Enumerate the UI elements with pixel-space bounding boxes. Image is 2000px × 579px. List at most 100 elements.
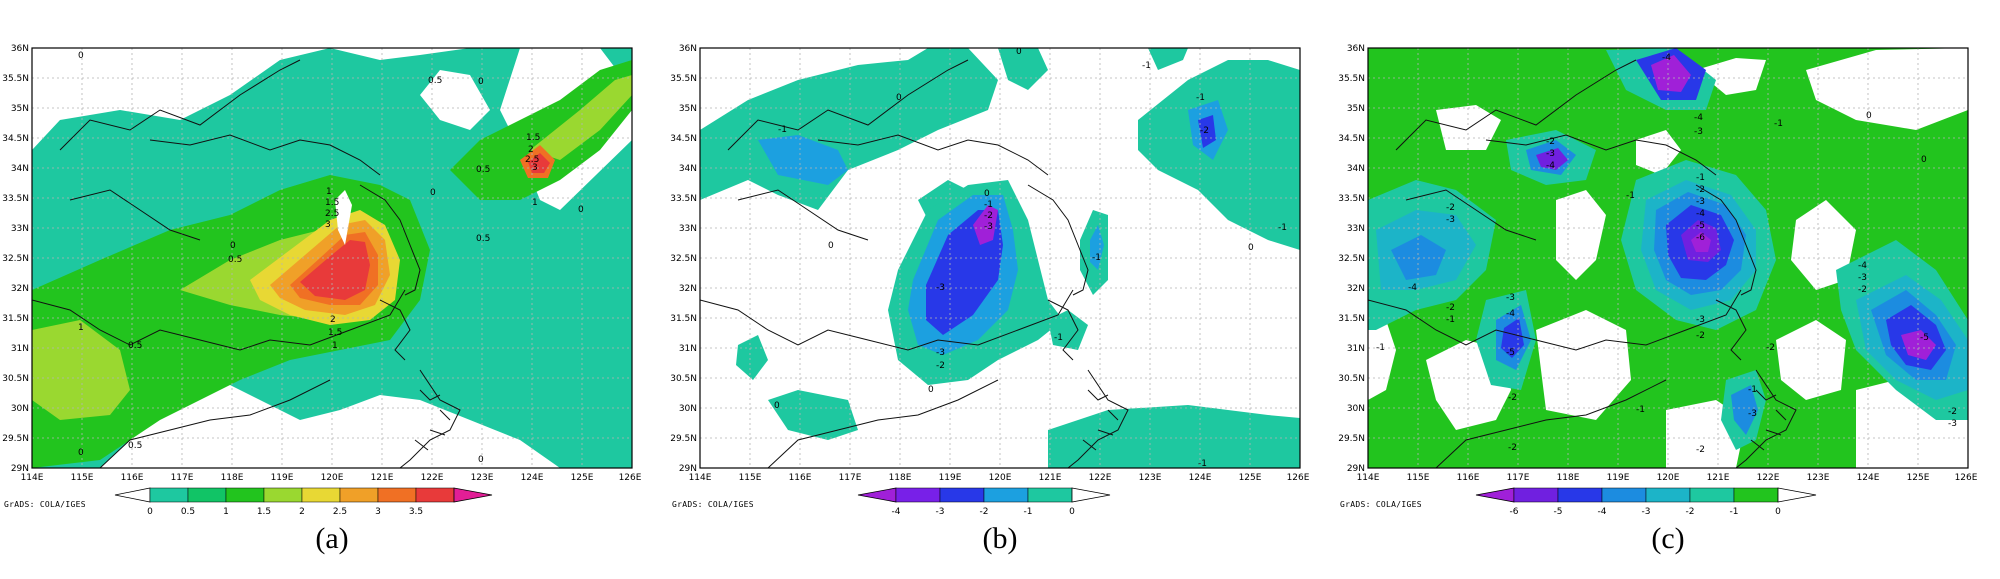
contour-label: 1.5	[526, 133, 540, 143]
map-c-colorbar: -6 -5 -4 -3 -2 -1 0	[1475, 487, 1817, 517]
contour-label: -3	[1446, 215, 1455, 225]
map-c-boundaries	[1368, 59, 1797, 468]
lat-tick: 32.5N	[670, 254, 697, 264]
lon-tick: 118E	[889, 473, 912, 483]
lat-tick: 32N	[679, 284, 697, 294]
lon-tick: 121E	[371, 473, 394, 483]
lon-tick: 126E	[1955, 473, 1978, 483]
map-a-lat-ticks: 36N 35.5N 35N 34.5N 34N 33.5N 33N 32.5N …	[2, 44, 29, 474]
lon-tick: 116E	[789, 473, 812, 483]
lon-tick: 123E	[1139, 473, 1162, 483]
lon-tick: 114E	[689, 473, 712, 483]
lat-tick: 35N	[679, 104, 697, 114]
lat-tick: 32N	[11, 284, 29, 294]
contour-label: -2	[984, 211, 993, 221]
contour-label: -2	[1508, 443, 1517, 453]
lon-tick: 114E	[21, 473, 44, 483]
contour-label: -1	[1696, 173, 1705, 183]
lon-tick: 120E	[989, 473, 1012, 483]
contour-label: -1	[1054, 333, 1063, 343]
lat-tick: 33.5N	[2, 194, 29, 204]
colorbar-label: 1	[223, 507, 229, 517]
colorbar-label: 3.5	[409, 507, 423, 517]
lon-tick: 121E	[1707, 473, 1730, 483]
contour-label: 0	[896, 93, 902, 103]
contour-label: 0	[78, 448, 84, 458]
contour-label: 2	[528, 145, 534, 155]
lon-tick: 123E	[1807, 473, 1830, 483]
contour-label: -5	[1696, 221, 1705, 231]
lon-tick: 116E	[121, 473, 144, 483]
contour-label: 1	[532, 198, 538, 208]
contour-label: -1	[1626, 191, 1635, 201]
map-a-grid	[32, 48, 632, 468]
colorbar-label: -1	[1024, 507, 1033, 517]
map-a-boundaries	[32, 59, 461, 468]
contour-label: -2	[1508, 393, 1517, 403]
contour-label: -4	[1694, 113, 1703, 123]
contour-label: -4	[1858, 261, 1867, 271]
lon-tick: 122E	[421, 473, 444, 483]
contour-label: -4	[1696, 209, 1705, 219]
contour-label: 0	[774, 401, 780, 411]
contour-label: -2	[1200, 126, 1209, 136]
contour-label: 0	[1866, 111, 1872, 121]
contour-label: -1	[1636, 405, 1645, 415]
colorbar-label: -2	[980, 507, 989, 517]
contour-label: -5	[1920, 333, 1929, 343]
map-b-boundaries	[700, 59, 1129, 468]
lat-tick: 32N	[1347, 284, 1365, 294]
map-c-grid	[1368, 48, 1968, 468]
contour-label: 2.5	[325, 209, 339, 219]
lat-tick: 34.5N	[670, 134, 697, 144]
map-b-lat-ticks: 36N 35.5N 35N 34.5N 34N 33.5N 33N 32.5N …	[670, 44, 697, 474]
map-c-credit: GrADS: COLA/IGES	[1340, 500, 1422, 509]
lat-tick: 31N	[11, 344, 29, 354]
colorbar-label: -2	[1686, 507, 1695, 517]
map-panel-a: 0 0.5 0 1.5 2 2.5 3 0.5 1 0 0 0.5 1 1.5 …	[0, 0, 660, 579]
contour-label: 0	[578, 205, 584, 215]
lat-tick: 35.5N	[670, 74, 697, 84]
lon-tick: 121E	[1039, 473, 1062, 483]
lat-tick: 34.5N	[2, 134, 29, 144]
lon-tick: 115E	[71, 473, 94, 483]
contour-label: -3	[1694, 127, 1703, 137]
lon-tick: 123E	[471, 473, 494, 483]
contour-label: 0	[1248, 243, 1254, 253]
lat-tick: 29N	[679, 464, 697, 474]
contour-label: -2	[1446, 303, 1455, 313]
contour-label: -1	[1446, 315, 1455, 325]
lat-tick: 32.5N	[1338, 254, 1365, 264]
colorbar-label: 2	[299, 507, 305, 517]
map-b-colorbar: -4 -3 -2 -1 0	[857, 487, 1111, 517]
lon-tick: 115E	[739, 473, 762, 483]
lat-tick: 33.5N	[670, 194, 697, 204]
contour-label: -1	[984, 200, 993, 210]
map-b-contour-labels: -1 0 0 -1 -1 -2 -1 0 0 -1 -2 -3 -1 -3 -3…	[774, 47, 1287, 469]
lon-tick: 122E	[1089, 473, 1112, 483]
colorbar-label: -3	[936, 507, 945, 517]
map-c-lon-ticks: 114E 115E 116E 117E 118E 119E 120E 121E …	[1357, 473, 1978, 483]
contour-label: 0.5	[476, 234, 490, 244]
map-c-fill	[1368, 48, 1968, 468]
contour-label: 0	[230, 241, 236, 251]
contour-label: -1	[1142, 61, 1151, 71]
map-b-svg: -1 0 0 -1 -1 -2 -1 0 0 -1 -2 -3 -1 -3 -3…	[670, 44, 1310, 517]
lat-tick: 33N	[11, 224, 29, 234]
contour-label: -2	[1696, 445, 1705, 455]
lat-tick: 31N	[679, 344, 697, 354]
contour-label: 0	[78, 51, 84, 61]
map-c-svg: -4 -4 -3 -1 0 0 -2 -3 -4 -1 -1 -2 -3 -4 …	[1338, 44, 1978, 517]
lat-tick: 35N	[11, 104, 29, 114]
lon-tick: 120E	[321, 473, 344, 483]
contour-label: -4	[1662, 53, 1671, 63]
lat-tick: 29.5N	[1338, 434, 1365, 444]
map-c-lat-ticks: 36N 35.5N 35N 34.5N 34N 33.5N 33N 32.5N …	[1338, 44, 1365, 474]
contour-label: -2	[936, 361, 945, 371]
lat-tick: 29N	[1347, 464, 1365, 474]
contour-label: -1	[1196, 93, 1205, 103]
contour-label: -4	[1506, 309, 1515, 319]
map-a-lon-ticks: 114E 115E 116E 117E 118E 119E 120E 121E …	[21, 473, 642, 483]
panel-label-c: (c)	[1651, 522, 1685, 555]
map-a-contour-labels: 0 0.5 0 1.5 2 2.5 3 0.5 1 0 0 0.5 1 1.5 …	[78, 51, 584, 465]
